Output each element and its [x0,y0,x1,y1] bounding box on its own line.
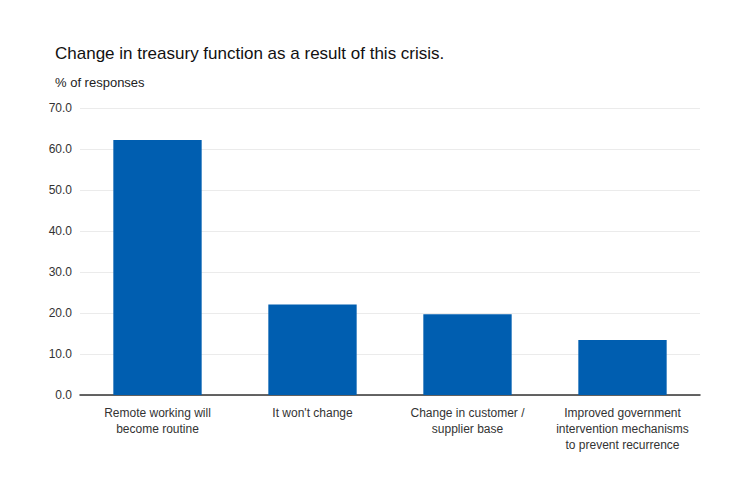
svg-text:Change in treasury function as: Change in treasury function as a result … [55,44,444,63]
svg-text:40.0: 40.0 [49,224,73,238]
svg-text:50.0: 50.0 [49,183,73,197]
svg-text:10.0: 10.0 [49,347,73,361]
svg-text:It won't change: It won't change [272,406,353,420]
svg-text:Change in customer /: Change in customer / [410,406,525,420]
svg-text:to prevent recurrence: to prevent recurrence [565,438,679,452]
svg-text:60.0: 60.0 [49,142,73,156]
svg-text:% of responses: % of responses [55,75,145,90]
svg-text:Remote working will: Remote working will [104,406,211,420]
svg-text:intervention mechanisms: intervention mechanisms [556,422,689,436]
svg-text:become routine: become routine [116,422,199,436]
svg-text:20.0: 20.0 [49,306,73,320]
svg-text:70.0: 70.0 [49,101,73,115]
svg-text:Improved government: Improved government [564,406,681,420]
svg-text:supplier base: supplier base [432,422,504,436]
svg-text:30.0: 30.0 [49,265,73,279]
svg-text:0.0: 0.0 [55,388,72,402]
